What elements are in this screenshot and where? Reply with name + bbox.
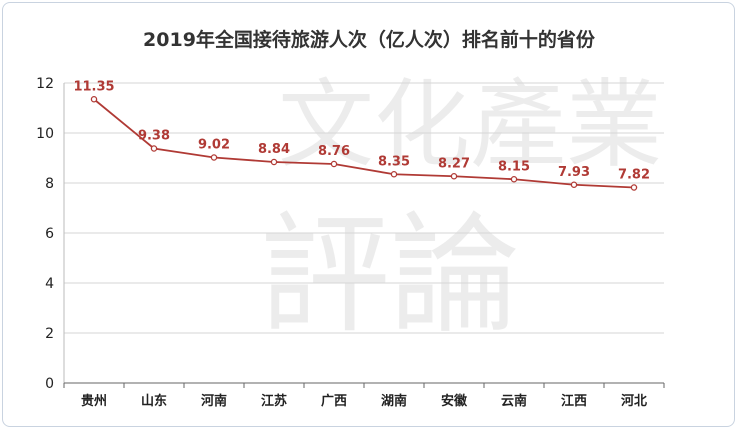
y-axis: 0 2 4 6 8 10 12 xyxy=(36,76,65,392)
data-labels: 11.35 9.38 9.02 8.84 8.76 8.35 8.27 8.15 7.93 7.8… xyxy=(73,79,650,182)
y-tick-label: 12 xyxy=(36,76,54,92)
chart-frame xyxy=(2,2,735,427)
data-label: 8.76 xyxy=(318,144,350,159)
y-tick-label: 2 xyxy=(45,326,54,342)
x-tick-label: 河南 xyxy=(201,393,227,409)
series-line-path xyxy=(93,98,635,189)
y-tick-label: 10 xyxy=(36,126,54,142)
x-tick-label: 湖南 xyxy=(381,393,407,409)
x-tick-label: 安徽 xyxy=(441,393,468,409)
x-tick-label: 河北 xyxy=(621,393,647,409)
watermark-line-2: 評論 xyxy=(260,199,520,351)
data-point xyxy=(90,96,98,103)
data-label: 8.27 xyxy=(438,156,470,171)
y-tick-label: 8 xyxy=(45,176,54,192)
data-label: 9.02 xyxy=(198,138,230,153)
data-label: 8.84 xyxy=(258,142,290,157)
watermark-line-1: 文化產業 xyxy=(278,69,662,181)
data-point xyxy=(150,145,158,152)
data-point xyxy=(390,170,398,178)
data-label: 11.35 xyxy=(73,79,114,94)
x-tick-label: 广西 xyxy=(321,393,347,409)
x-axis: 贵州 山东 河南 江苏 广西 湖南 安徽 云南 江西 河北 xyxy=(63,382,665,409)
data-label: 8.35 xyxy=(378,154,410,169)
chart-title: 2019年全国接待旅游人次（亿人次）排名前十的省份 xyxy=(143,28,596,51)
data-point xyxy=(570,181,578,188)
watermark: 文化產業 評論 xyxy=(260,69,662,351)
data-label: 7.82 xyxy=(618,168,650,183)
data-label: 8.15 xyxy=(498,159,530,174)
x-tick-label: 贵州 xyxy=(81,393,107,409)
data-point xyxy=(450,172,458,180)
y-tick-label: 6 xyxy=(45,226,54,242)
data-label: 9.38 xyxy=(138,129,170,144)
data-label: 7.93 xyxy=(558,165,590,180)
x-tick-label: 江苏 xyxy=(261,393,287,409)
y-tick-label: 4 xyxy=(45,276,54,292)
data-point xyxy=(210,154,218,161)
data-point xyxy=(270,158,278,166)
x-tick-label: 江西 xyxy=(561,393,587,409)
y-tick-label: 0 xyxy=(45,376,54,392)
x-tick-label: 山东 xyxy=(141,393,167,409)
series-line xyxy=(90,96,638,191)
data-point xyxy=(510,175,518,183)
x-tick-label: 云南 xyxy=(501,393,527,409)
data-point xyxy=(630,184,638,191)
data-point xyxy=(330,160,338,168)
